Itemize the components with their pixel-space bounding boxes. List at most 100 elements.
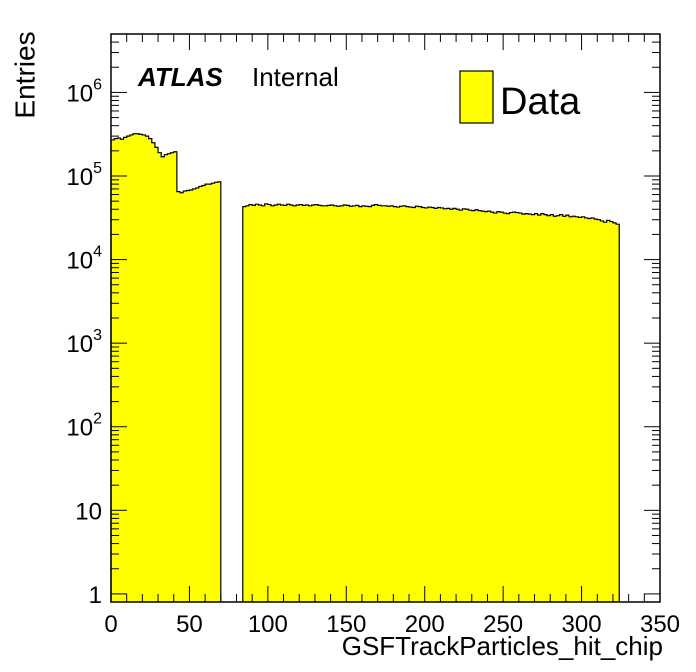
histogram-bar bbox=[459, 210, 463, 603]
histogram-bar bbox=[189, 189, 193, 603]
histogram-bar bbox=[405, 206, 410, 603]
histogram-bar bbox=[267, 204, 272, 602]
histogram-bar bbox=[427, 207, 432, 602]
histogram-bar bbox=[302, 205, 306, 603]
histogram-bar bbox=[412, 207, 416, 603]
histogram-bar bbox=[437, 207, 441, 603]
histogram-bar bbox=[503, 213, 507, 602]
histogram-bar bbox=[377, 205, 382, 603]
histogram-outline bbox=[242, 203, 620, 602]
histogram-bar bbox=[500, 212, 504, 602]
histogram-bar bbox=[180, 192, 184, 603]
histogram-bar bbox=[506, 213, 510, 603]
histogram-bar bbox=[594, 219, 598, 603]
histogram-bar bbox=[606, 220, 611, 602]
histogram-bar bbox=[396, 207, 401, 602]
histogram-bar bbox=[446, 208, 451, 603]
histogram-bar bbox=[161, 156, 165, 602]
histogram-bar bbox=[409, 207, 413, 602]
histogram-bar bbox=[129, 134, 134, 603]
histogram-bar bbox=[330, 204, 335, 603]
histogram-bar bbox=[581, 216, 586, 602]
histogram-bar bbox=[484, 211, 488, 603]
histogram-bar bbox=[292, 205, 297, 603]
histogram-bar bbox=[208, 184, 212, 603]
histogram-bar bbox=[111, 139, 115, 602]
histogram-outline bbox=[110, 133, 222, 602]
histogram-bars bbox=[110, 133, 620, 603]
histogram-bar bbox=[569, 216, 573, 602]
histogram-bar bbox=[211, 183, 215, 603]
histogram-bar bbox=[132, 133, 137, 602]
x-axis-title: GSFTrackParticles_hit_chip bbox=[341, 631, 663, 661]
histogram-bar bbox=[186, 190, 190, 602]
histogram-bar bbox=[343, 204, 347, 603]
histogram-bar bbox=[515, 212, 520, 602]
histogram-bar bbox=[117, 137, 121, 602]
histogram-bar bbox=[612, 222, 617, 602]
histogram-bar bbox=[283, 205, 288, 603]
y-tick-label: 106 bbox=[66, 76, 102, 107]
histogram-bar bbox=[616, 224, 620, 602]
histogram-bar bbox=[217, 181, 222, 602]
histogram-bar bbox=[518, 213, 523, 602]
histogram-bar bbox=[145, 136, 150, 602]
histogram-bar bbox=[176, 191, 181, 602]
histogram-bar bbox=[308, 205, 313, 603]
histogram-bar bbox=[336, 206, 341, 602]
histogram-bar bbox=[430, 207, 435, 603]
histogram-bar bbox=[553, 216, 557, 603]
histogram-bar bbox=[114, 138, 118, 602]
histogram-bar bbox=[333, 205, 338, 603]
y-tick-label: 10 bbox=[75, 498, 102, 525]
histogram-bar bbox=[478, 210, 482, 602]
histogram-bar bbox=[151, 142, 156, 602]
histogram-bar bbox=[280, 204, 284, 603]
histogram-bar bbox=[167, 153, 172, 602]
histogram-bar bbox=[543, 214, 548, 603]
atlas-label-status: Internal bbox=[252, 62, 339, 92]
histogram-bar bbox=[559, 214, 564, 603]
histogram-bar bbox=[603, 222, 608, 603]
histogram-bar bbox=[547, 215, 551, 602]
histogram-bar bbox=[415, 206, 419, 602]
histogram-bar bbox=[299, 204, 303, 602]
histogram-bar bbox=[575, 216, 579, 602]
histogram-bar bbox=[318, 205, 322, 603]
histogram-bar bbox=[387, 206, 391, 602]
histogram-bar bbox=[424, 207, 429, 602]
histogram-bar bbox=[371, 205, 375, 603]
histogram-bar bbox=[393, 206, 397, 603]
histogram-bar bbox=[462, 208, 466, 602]
histogram-bar bbox=[195, 187, 200, 602]
histogram-bar bbox=[481, 211, 485, 602]
histogram-bar bbox=[170, 152, 175, 602]
histogram-bar bbox=[349, 206, 353, 602]
histogram-bar bbox=[255, 204, 259, 603]
histogram-bar bbox=[474, 209, 479, 602]
histogram-bar bbox=[421, 207, 426, 603]
x-tick-label: 250 bbox=[483, 611, 523, 638]
histogram-bar bbox=[584, 217, 589, 603]
histogram-bar bbox=[270, 205, 275, 603]
histogram-bar bbox=[550, 214, 554, 603]
histogram-bar bbox=[305, 204, 310, 603]
histogram-bar bbox=[311, 204, 316, 603]
histogram-bar bbox=[198, 186, 203, 602]
histogram-bar bbox=[537, 215, 542, 603]
histogram-bar bbox=[214, 182, 219, 602]
histogram-bar bbox=[496, 211, 501, 603]
histogram-bar bbox=[142, 134, 146, 603]
histogram-bar bbox=[264, 203, 269, 602]
histogram-bar bbox=[374, 204, 379, 602]
histogram-bar bbox=[126, 136, 131, 602]
y-tick-label: 102 bbox=[66, 411, 102, 442]
histogram-bar bbox=[383, 205, 388, 603]
histogram-bar bbox=[365, 206, 369, 602]
histogram-bar bbox=[587, 218, 592, 602]
histogram-bar bbox=[136, 133, 140, 602]
histogram-bar bbox=[368, 206, 372, 603]
histogram-bar bbox=[600, 220, 604, 602]
x-tick-label: 50 bbox=[176, 611, 203, 638]
histogram-bar bbox=[565, 215, 570, 603]
